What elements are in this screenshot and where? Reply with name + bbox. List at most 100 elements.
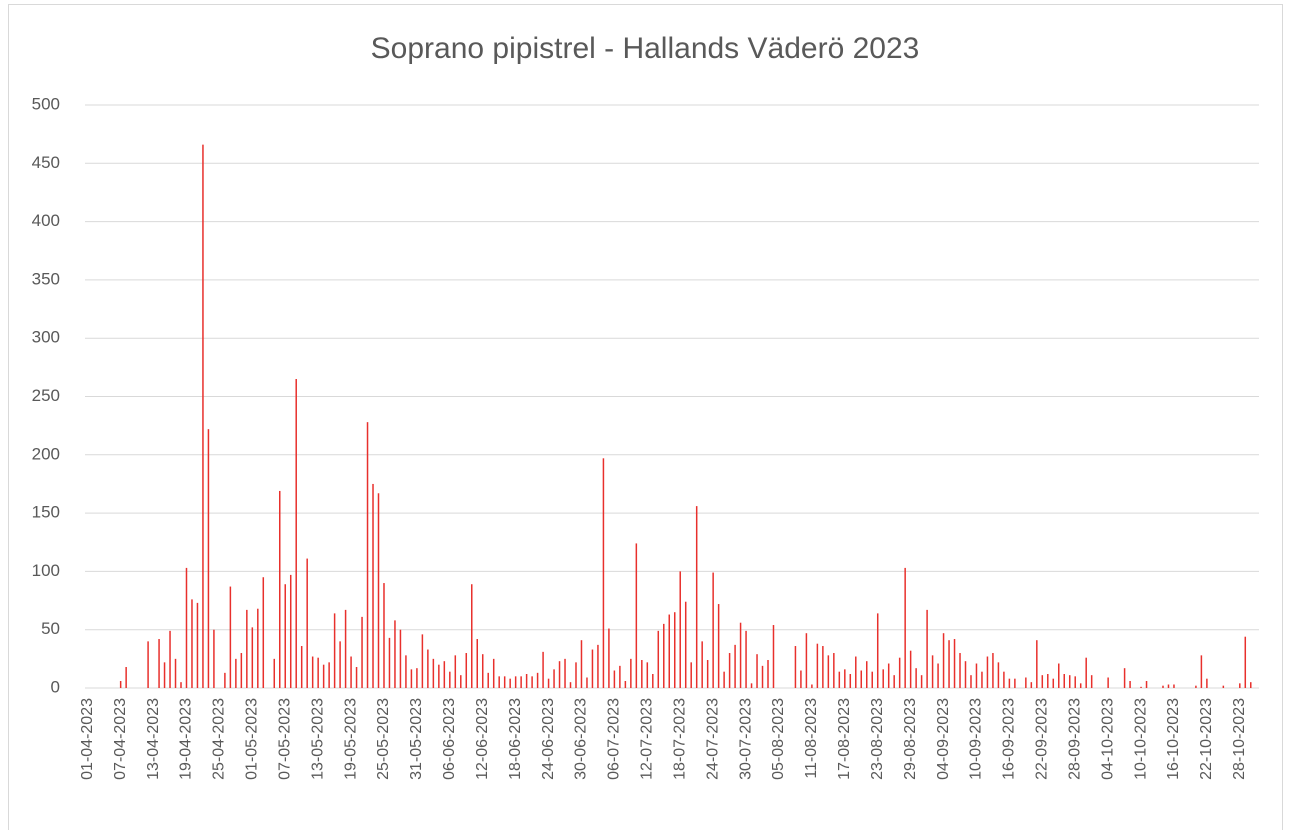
bar xyxy=(635,543,638,688)
bar xyxy=(1145,681,1148,688)
bar xyxy=(443,661,446,688)
bar xyxy=(1250,682,1252,688)
bar xyxy=(695,506,698,688)
bar xyxy=(1244,636,1247,688)
y-tick-label: 300 xyxy=(32,328,60,347)
bar xyxy=(964,661,967,688)
bar xyxy=(1162,685,1164,688)
x-tick-label: 28-10-2023 xyxy=(1231,698,1248,780)
bar xyxy=(377,493,380,688)
bar xyxy=(481,654,484,688)
bar xyxy=(119,681,122,688)
bar xyxy=(712,572,714,688)
bar xyxy=(1195,685,1197,688)
bar xyxy=(498,676,500,688)
bar xyxy=(372,483,374,688)
bar xyxy=(492,658,495,688)
bar xyxy=(706,660,709,688)
bar xyxy=(235,658,237,688)
bar xyxy=(1222,685,1225,688)
bar xyxy=(822,646,824,688)
bar xyxy=(811,684,813,688)
bar xyxy=(273,658,276,688)
bar xyxy=(728,653,731,688)
bar xyxy=(652,674,654,688)
x-tick-label: 30-07-2023 xyxy=(737,698,754,780)
bar xyxy=(295,379,297,688)
bar xyxy=(1123,668,1126,688)
bar xyxy=(355,667,358,688)
bar xyxy=(394,620,396,688)
bar xyxy=(767,660,769,688)
bar xyxy=(163,662,166,688)
bar xyxy=(322,664,325,688)
bar xyxy=(1085,657,1087,688)
bar xyxy=(761,665,764,688)
bar xyxy=(591,649,594,688)
bar xyxy=(333,613,336,688)
x-tick-label: 10-09-2023 xyxy=(968,698,985,780)
x-tick-label: 04-10-2023 xyxy=(1099,698,1116,780)
bar xyxy=(569,682,572,688)
bar xyxy=(317,657,319,688)
chart-border xyxy=(8,4,1283,830)
bar xyxy=(284,584,286,688)
bar xyxy=(257,608,259,688)
bar xyxy=(1090,675,1093,688)
bar xyxy=(833,653,835,688)
bar xyxy=(514,676,517,688)
x-tick-label: 24-06-2023 xyxy=(540,698,557,780)
bar xyxy=(575,662,577,688)
bar xyxy=(630,658,632,688)
bar xyxy=(487,672,489,688)
x-tick-label: 04-09-2023 xyxy=(935,698,952,780)
bar xyxy=(1025,677,1027,688)
x-tick-label: 25-04-2023 xyxy=(211,698,228,780)
y-tick-label: 450 xyxy=(32,153,60,172)
bar xyxy=(855,656,857,688)
bar xyxy=(1014,678,1016,688)
bar xyxy=(1107,677,1109,688)
x-tick-label: 17-08-2023 xyxy=(836,698,853,780)
bar xyxy=(997,662,1000,688)
bar xyxy=(1068,675,1071,688)
x-tick-label: 30-06-2023 xyxy=(573,698,590,780)
bar xyxy=(701,641,703,688)
bar xyxy=(668,614,671,688)
bar xyxy=(169,630,171,688)
bar xyxy=(1129,681,1131,688)
x-tick-label: 01-04-2023 xyxy=(79,698,96,780)
bar xyxy=(657,630,660,688)
bar xyxy=(1173,684,1175,688)
x-tick-label: 10-10-2023 xyxy=(1132,698,1149,780)
bar xyxy=(805,633,808,688)
bar xyxy=(580,640,583,688)
bar xyxy=(613,670,616,688)
bar xyxy=(465,653,468,688)
bar xyxy=(663,623,665,688)
bar xyxy=(509,678,511,688)
y-tick-label: 250 xyxy=(32,386,60,405)
bar xyxy=(427,649,429,688)
x-tick-label: 22-09-2023 xyxy=(1034,698,1051,780)
bar xyxy=(816,643,819,688)
bar xyxy=(1200,655,1203,688)
y-tick-label: 150 xyxy=(32,503,60,522)
bar xyxy=(300,646,303,688)
bar xyxy=(1030,682,1033,688)
bar xyxy=(125,667,127,688)
bar xyxy=(871,671,873,688)
bar xyxy=(948,640,950,688)
x-tick-label: 22-10-2023 xyxy=(1198,698,1215,780)
bar xyxy=(624,681,627,688)
bar xyxy=(684,601,687,688)
bar xyxy=(981,671,983,688)
bar xyxy=(564,658,566,688)
bar xyxy=(449,671,451,688)
x-tick-label: 11-08-2023 xyxy=(803,698,820,779)
bar xyxy=(405,655,407,688)
bar xyxy=(673,612,676,688)
x-tick-label: 19-04-2023 xyxy=(178,698,195,780)
bar xyxy=(196,602,199,688)
bar xyxy=(558,661,561,688)
